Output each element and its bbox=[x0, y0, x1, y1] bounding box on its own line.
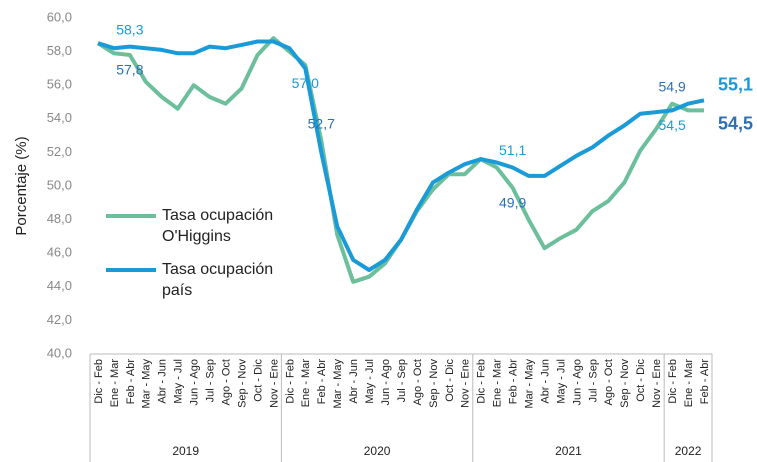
y-tick-label: 54,0 bbox=[47, 110, 72, 125]
y-tick-label: 58,0 bbox=[47, 43, 72, 58]
series-line bbox=[97, 39, 705, 272]
x-tick-label: Nov - Ene bbox=[268, 359, 280, 408]
data-label: 49,9 bbox=[499, 194, 526, 210]
x-tick-label: Oct - Dic bbox=[635, 359, 647, 402]
group-label: 2019 bbox=[172, 444, 199, 458]
x-tick-label: Ago - Oct bbox=[603, 359, 615, 405]
x-tick-label: Nov - Ene bbox=[651, 359, 663, 408]
group-label: 2020 bbox=[364, 444, 391, 458]
x-tick-label: Mar - May bbox=[332, 359, 344, 409]
data-label: 54,5 bbox=[659, 117, 686, 133]
data-label: 58,3 bbox=[116, 21, 143, 37]
x-tick-label: Jun - Ago bbox=[380, 359, 392, 405]
x-tick-label: Jun - Ago bbox=[571, 359, 583, 405]
x-tick-label: Abr - Jun bbox=[157, 359, 169, 404]
x-tick-label: Ene - Mar bbox=[109, 359, 121, 408]
legend-swatch bbox=[106, 268, 156, 272]
x-tick-label: Feb - Abr bbox=[316, 359, 328, 405]
x-tick-label: May - Jul bbox=[555, 359, 567, 404]
x-tick-label: May - Jul bbox=[364, 359, 376, 404]
data-label: 57,0 bbox=[292, 75, 319, 91]
legend: Tasa ocupación O'Higgins Tasa ocupación p… bbox=[106, 205, 336, 313]
y-tick-label: 42,0 bbox=[47, 312, 72, 327]
x-tick-label: Sep - Nov bbox=[236, 359, 248, 408]
x-tick-label: Abr - Jun bbox=[348, 359, 360, 404]
y-tick-label: 52,0 bbox=[47, 144, 72, 159]
group-label: 2021 bbox=[555, 444, 582, 458]
x-tick-label: Ago - Oct bbox=[220, 359, 232, 405]
x-tick-label: Sep - Nov bbox=[428, 359, 440, 408]
legend-swatch bbox=[106, 214, 156, 218]
x-tick-label: Feb - Abr bbox=[699, 359, 711, 405]
y-tick-label: 46,0 bbox=[47, 245, 72, 260]
y-tick-label: 50,0 bbox=[47, 177, 72, 192]
data-label: 52,7 bbox=[308, 115, 335, 131]
legend-item: Tasa ocupación país bbox=[106, 259, 336, 301]
x-tick-label: Sep - Nov bbox=[619, 359, 631, 408]
x-tick-label: Dic - Feb bbox=[667, 359, 679, 404]
x-tick-label: Mar - May bbox=[523, 359, 535, 409]
x-tick-label: Ene - Mar bbox=[683, 359, 695, 408]
data-label: 55,1 bbox=[718, 75, 753, 95]
x-tick-label: Jul - Sep bbox=[205, 359, 217, 402]
x-tick-label: Abr - Jun bbox=[539, 359, 551, 404]
x-tick-label: Ago - Oct bbox=[412, 359, 424, 405]
x-tick-label: Jul - Sep bbox=[587, 359, 599, 402]
y-tick-label: 44,0 bbox=[47, 278, 72, 293]
x-tick-label: Ene - Mar bbox=[492, 359, 504, 408]
group-label: 2022 bbox=[675, 444, 702, 458]
x-tick-label: Dic - Feb bbox=[284, 359, 296, 404]
x-tick-label: Dic - Feb bbox=[93, 359, 105, 404]
y-axis-label: Porcentaje (%) bbox=[13, 136, 30, 235]
y-tick-label: 60,0 bbox=[47, 9, 72, 24]
y-tick-label: 40,0 bbox=[47, 345, 72, 360]
legend-label: Tasa ocupación O'Higgins bbox=[162, 207, 274, 245]
data-label: 51,1 bbox=[499, 142, 526, 158]
legend-label: Tasa ocupación país bbox=[162, 261, 274, 299]
data-label: 54,9 bbox=[659, 78, 686, 94]
x-tick-label: Dic - Feb bbox=[476, 359, 488, 404]
x-tick-label: Jul - Sep bbox=[396, 359, 408, 402]
y-tick-label: 48,0 bbox=[47, 211, 72, 226]
data-label: 57,8 bbox=[116, 62, 143, 78]
x-tick-label: Feb - Abr bbox=[125, 359, 137, 405]
x-tick-label: Mar - May bbox=[141, 359, 153, 409]
data-label: 54,5 bbox=[718, 114, 753, 134]
legend-item: Tasa ocupación O'Higgins bbox=[106, 205, 336, 247]
x-tick-label: Feb - Abr bbox=[508, 359, 520, 405]
x-tick-label: Nov - Ene bbox=[460, 359, 472, 408]
x-tick-label: Ene - Mar bbox=[300, 359, 312, 408]
x-tick-label: Oct - Dic bbox=[444, 359, 456, 402]
x-tick-label: Oct - Dic bbox=[252, 359, 264, 402]
y-tick-label: 56,0 bbox=[47, 77, 72, 92]
x-tick-label: May - Jul bbox=[173, 359, 185, 404]
x-tick-label: Jun - Ago bbox=[189, 359, 201, 405]
